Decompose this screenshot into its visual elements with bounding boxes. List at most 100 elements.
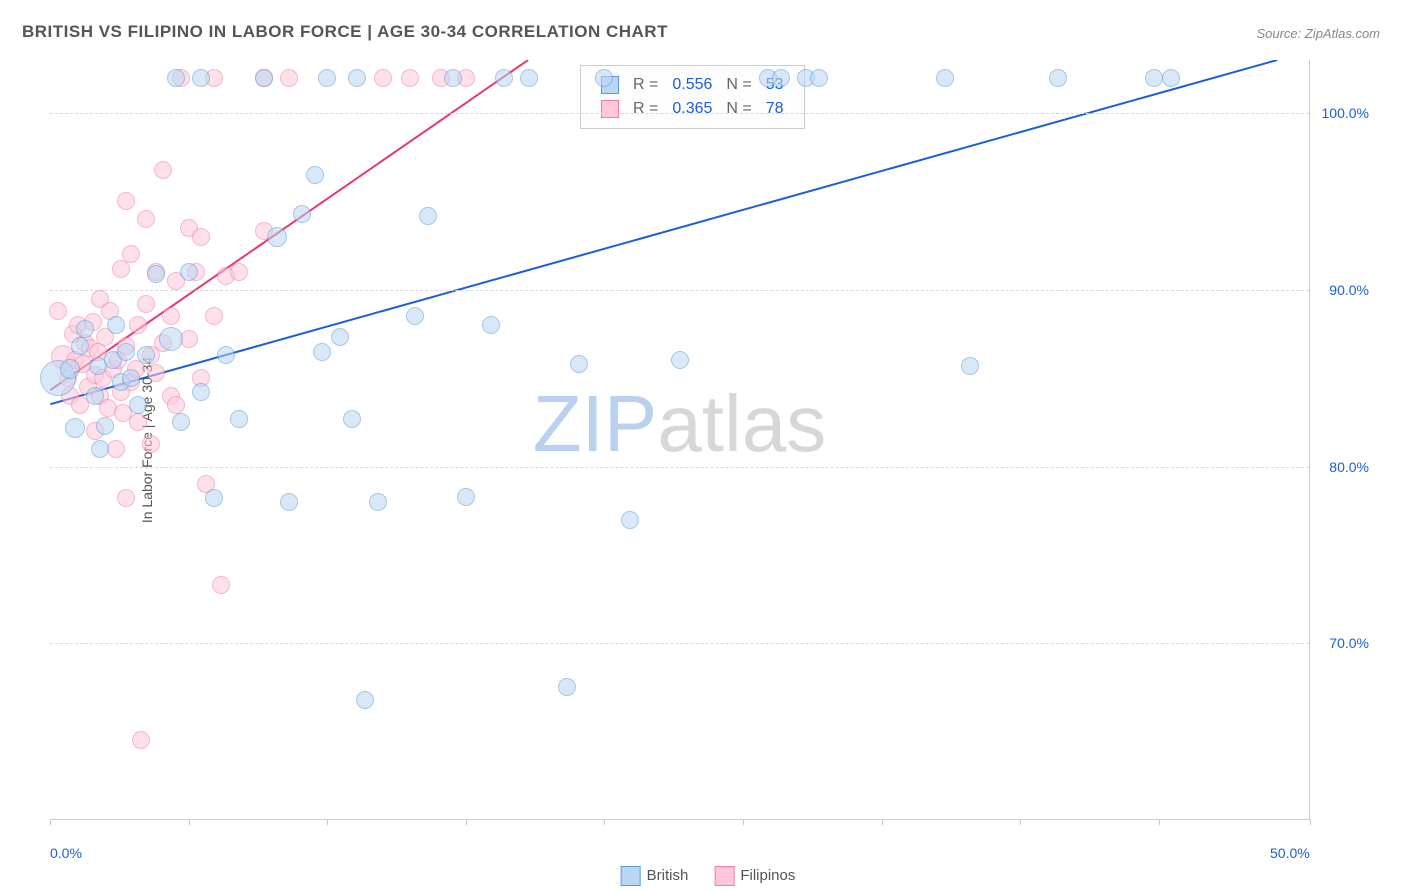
scatter-point: [86, 387, 104, 405]
scatter-point: [230, 263, 248, 281]
scatter-point: [313, 343, 331, 361]
scatter-point: [192, 69, 210, 87]
x-tick-mark: [882, 819, 883, 825]
scatter-point: [331, 328, 349, 346]
watermark: ZIPatlas: [533, 378, 826, 470]
scatter-point: [230, 410, 248, 428]
scatter-point: [356, 691, 374, 709]
scatter-point: [49, 302, 67, 320]
scatter-point: [570, 355, 588, 373]
scatter-point: [137, 295, 155, 313]
scatter-point: [167, 69, 185, 87]
stats-legend-row: R =0.365N =78: [595, 98, 790, 120]
source-label: Source: ZipAtlas.com: [1256, 26, 1380, 41]
x-tick-label: 50.0%: [1270, 845, 1310, 861]
scatter-point: [1162, 69, 1180, 87]
scatter-point: [406, 307, 424, 325]
scatter-point: [936, 69, 954, 87]
scatter-point: [772, 69, 790, 87]
x-tick-mark: [1159, 819, 1160, 825]
scatter-point: [293, 205, 311, 223]
scatter-point: [205, 307, 223, 325]
legend-label: British: [647, 867, 689, 884]
chart-container: BRITISH VS FILIPINO IN LABOR FORCE | AGE…: [0, 0, 1406, 892]
scatter-point: [1049, 69, 1067, 87]
legend-swatch: [621, 866, 641, 886]
scatter-point: [457, 488, 475, 506]
y-tick-label: 80.0%: [1329, 459, 1369, 475]
trend-lines: [50, 60, 1309, 819]
scatter-point: [1145, 69, 1163, 87]
x-tick-mark: [466, 819, 467, 825]
scatter-point: [444, 69, 462, 87]
scatter-point: [162, 307, 180, 325]
gridline-h: [50, 290, 1309, 291]
y-tick-label: 70.0%: [1329, 635, 1369, 651]
scatter-point: [495, 69, 513, 87]
scatter-point: [107, 316, 125, 334]
scatter-point: [192, 228, 210, 246]
scatter-point: [595, 69, 613, 87]
scatter-point: [374, 69, 392, 87]
scatter-point: [96, 417, 114, 435]
legend-label: Filipinos: [740, 867, 795, 884]
scatter-point: [212, 576, 230, 594]
x-tick-mark: [743, 819, 744, 825]
scatter-point: [520, 69, 538, 87]
scatter-point: [255, 69, 273, 87]
scatter-point: [348, 69, 366, 87]
scatter-point: [810, 69, 828, 87]
scatter-point: [122, 369, 140, 387]
chart-title: BRITISH VS FILIPINO IN LABOR FORCE | AGE…: [22, 22, 668, 42]
scatter-point: [154, 161, 172, 179]
scatter-point: [621, 511, 639, 529]
x-tick-mark: [1020, 819, 1021, 825]
scatter-point: [671, 351, 689, 369]
x-tick-mark: [189, 819, 190, 825]
x-tick-mark: [1310, 819, 1311, 825]
scatter-point: [129, 316, 147, 334]
scatter-point: [558, 678, 576, 696]
scatter-point: [129, 396, 147, 414]
scatter-point: [369, 493, 387, 511]
x-tick-mark: [327, 819, 328, 825]
scatter-point: [205, 489, 223, 507]
scatter-point: [172, 413, 190, 431]
scatter-point: [318, 69, 336, 87]
scatter-point: [217, 346, 235, 364]
scatter-point: [167, 396, 185, 414]
scatter-point: [117, 489, 135, 507]
scatter-point: [401, 69, 419, 87]
scatter-point: [117, 343, 135, 361]
x-tick-label: 0.0%: [50, 845, 82, 861]
scatter-point: [122, 245, 140, 263]
scatter-point: [129, 413, 147, 431]
gridline-h: [50, 467, 1309, 468]
scatter-point: [280, 493, 298, 511]
scatter-point: [132, 731, 150, 749]
gridline-h: [50, 113, 1309, 114]
plot-area: In Labor Force | Age 30-34 ZIPatlas R =0…: [50, 60, 1310, 820]
scatter-point: [961, 357, 979, 375]
y-tick-label: 100.0%: [1322, 105, 1369, 121]
y-tick-label: 90.0%: [1329, 282, 1369, 298]
x-tick-mark: [50, 819, 51, 825]
scatter-point: [306, 166, 324, 184]
scatter-point: [65, 418, 85, 438]
scatter-point: [180, 263, 198, 281]
scatter-point: [117, 192, 135, 210]
scatter-point: [71, 337, 89, 355]
scatter-point: [137, 346, 155, 364]
scatter-point: [142, 435, 160, 453]
x-tick-mark: [604, 819, 605, 825]
scatter-point: [137, 210, 155, 228]
scatter-point: [159, 327, 183, 351]
scatter-point: [60, 359, 80, 379]
scatter-point: [419, 207, 437, 225]
scatter-point: [192, 383, 210, 401]
scatter-point: [147, 265, 165, 283]
scatter-point: [267, 227, 287, 247]
scatter-point: [147, 364, 165, 382]
legend-swatch: [714, 866, 734, 886]
scatter-point: [482, 316, 500, 334]
